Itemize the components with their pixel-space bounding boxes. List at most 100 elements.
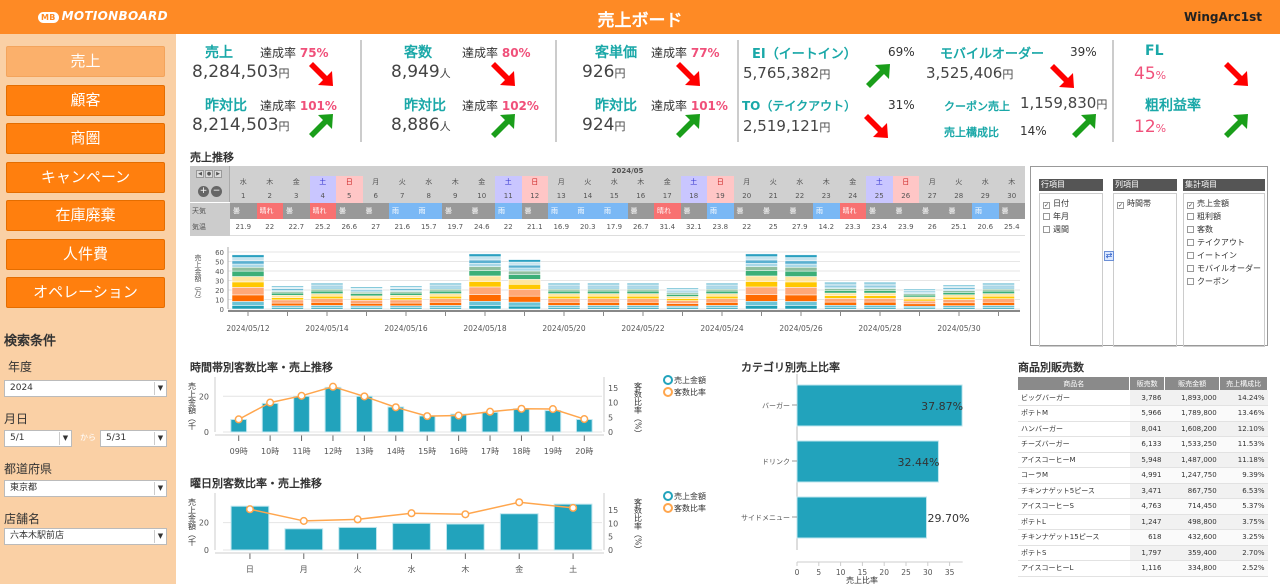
calendar-day[interactable]: 4 (309, 189, 336, 203)
zoom-in-icon[interactable]: + (198, 186, 209, 197)
pivot-item[interactable]: 粗利額 (1184, 210, 1264, 223)
calendar-day[interactable]: 22 (786, 189, 813, 203)
calendar-day[interactable]: 14 (574, 189, 601, 203)
pivot-item[interactable]: クーポン (1184, 275, 1264, 288)
calendar-temp: 22.7 (283, 219, 310, 236)
pivot-item[interactable]: テイクアウト (1184, 236, 1264, 249)
table-row[interactable]: コーラM 4,991 1,247,750 9.39% (1018, 467, 1268, 484)
table-row[interactable]: ポテトM 5,966 1,789,800 13.46% (1018, 405, 1268, 422)
calendar-day[interactable]: 25 (866, 189, 893, 203)
calendar-day[interactable]: 17 (654, 189, 681, 203)
calendar-day[interactable]: 21 (760, 189, 787, 203)
table-row[interactable]: ビッグバーガー 3,786 1,893,000 14.24% (1018, 390, 1268, 406)
column-header[interactable]: 商品名 (1018, 377, 1131, 390)
calendar-day[interactable]: 15 (601, 189, 628, 203)
calendar-day[interactable]: 16 (627, 189, 654, 203)
calendar-day[interactable]: 24 (839, 189, 866, 203)
pivot-item[interactable]: 週間 (1040, 223, 1102, 236)
next-icon[interactable]: ▶ (214, 170, 222, 178)
checkbox[interactable]: ✓ (1043, 202, 1050, 209)
table-row[interactable]: チーズバーガー 6,133 1,533,250 11.53% (1018, 436, 1268, 453)
calendar-day[interactable]: 2 (256, 189, 283, 203)
table-cell: 359,400 (1164, 545, 1220, 561)
calendar-day[interactable]: 3 (283, 189, 310, 203)
bar-segment (389, 285, 423, 288)
checkbox[interactable] (1187, 265, 1194, 272)
table-row[interactable]: アイスコーヒーS 4,763 714,450 5.37% (1018, 498, 1268, 515)
prefecture-select[interactable]: 東京都 ▼ (4, 480, 167, 497)
swap-icon[interactable]: ⇄ (1104, 251, 1114, 261)
legend-item[interactable]: 客数比率 (663, 387, 706, 397)
bar-segment (508, 305, 541, 310)
calendar-day[interactable]: 29 (972, 189, 999, 203)
checkbox[interactable] (1187, 278, 1194, 285)
calendar-day[interactable]: 20 (733, 189, 760, 203)
calendar-day[interactable]: 7 (389, 189, 416, 203)
calendar-day[interactable]: 10 (468, 189, 495, 203)
checkbox[interactable]: ✓ (1117, 202, 1124, 209)
nav-button-2[interactable]: 商圏 (6, 123, 165, 154)
pivot-item[interactable]: ✓ 売上金額 (1184, 197, 1264, 210)
nav-button-6[interactable]: オペレーション (6, 277, 165, 308)
table-row[interactable]: アイスコーヒーM 5,948 1,487,000 11.18% (1018, 452, 1268, 468)
nav-button-0[interactable]: 売上 (6, 46, 165, 77)
calendar-day[interactable]: 18 (680, 189, 707, 203)
calendar-day[interactable]: 19 (707, 189, 734, 203)
bar-segment (271, 292, 304, 296)
home-icon[interactable]: ● (205, 170, 213, 178)
legend-item[interactable]: 売上金額 (663, 375, 706, 385)
zoom-out-icon[interactable]: − (211, 186, 222, 197)
table-row[interactable]: ポテトL 1,247 498,800 3.75% (1018, 514, 1268, 530)
prev-icon[interactable]: ◀ (196, 170, 204, 178)
checkbox[interactable] (1043, 226, 1050, 233)
nav-button-1[interactable]: 顧客 (6, 84, 165, 116)
pivot-item[interactable]: モバイルオーダー (1184, 262, 1264, 275)
calendar-weekday: 木 (998, 176, 1025, 189)
table-row[interactable]: アイスコーヒーL 1,116 334,800 2.52% (1018, 560, 1268, 577)
pivot-item[interactable]: イートイン (1184, 249, 1264, 262)
checkbox[interactable] (1187, 252, 1194, 259)
checkbox[interactable] (1187, 213, 1194, 220)
legend-item[interactable]: 売上金額 (663, 491, 706, 501)
year-select[interactable]: 2024 ▼ (4, 380, 167, 397)
table-row[interactable]: チキンナゲット15ピース 618 432,600 3.25% (1018, 529, 1268, 546)
table-row[interactable]: ハンバーガー 8,041 1,608,200 12.10% (1018, 421, 1268, 437)
calendar-day[interactable]: 23 (813, 189, 840, 203)
date-to-select[interactable]: 5/31 ▼ (100, 430, 167, 447)
legend-item[interactable]: 客数比率 (663, 503, 706, 513)
column-header[interactable]: 販売金額 (1164, 377, 1221, 390)
checkbox[interactable] (1187, 239, 1194, 246)
calendar-day[interactable]: 26 (892, 189, 919, 203)
calendar-day[interactable]: 8 (415, 189, 442, 203)
pivot-item[interactable]: 客数 (1184, 223, 1264, 236)
nav-button-4[interactable]: 在庫廃棄 (6, 200, 165, 231)
nav-button-5[interactable]: 人件費 (6, 238, 165, 270)
nav-button-3[interactable]: キャンペーン (6, 161, 165, 193)
calendar-day[interactable]: 13 (548, 189, 575, 203)
table-row[interactable]: ポテトS 1,797 359,400 2.70% (1018, 545, 1268, 561)
pivot-item[interactable]: ✓ 日付 (1040, 197, 1102, 210)
calendar-day[interactable]: 27 (919, 189, 946, 203)
pivot-item[interactable]: ✓ 時間帯 (1114, 197, 1176, 210)
calendar-day[interactable]: 11 (495, 189, 522, 203)
calendar-day[interactable]: 28 (945, 189, 972, 203)
checkbox[interactable] (1043, 213, 1050, 220)
date-from-select[interactable]: 5/1 ▼ (4, 430, 72, 447)
table-row[interactable]: チキンナゲット5ピース 3,471 867,750 6.53% (1018, 483, 1268, 499)
calendar-day[interactable]: 9 (442, 189, 469, 203)
store-select[interactable]: 六本木駅前店 ▼ (4, 528, 167, 545)
checkbox[interactable]: ✓ (1187, 202, 1194, 209)
unit_price-label: 客単価 (595, 45, 637, 61)
gross-margin-value: 12% (1134, 117, 1166, 137)
column-header[interactable]: 販売数 (1129, 377, 1165, 390)
calendar-day[interactable]: 30 (998, 189, 1025, 203)
calendar-day[interactable]: 1 (230, 189, 257, 203)
calendar-day[interactable]: 5 (336, 189, 363, 203)
column-header[interactable]: 売上構成比 (1219, 377, 1268, 390)
bar-segment (745, 275, 778, 282)
table-cell: 4,991 (1129, 467, 1165, 484)
pivot-item[interactable]: 年月 (1040, 210, 1102, 223)
calendar-day[interactable]: 6 (362, 189, 389, 203)
checkbox[interactable] (1187, 226, 1194, 233)
calendar-day[interactable]: 12 (521, 189, 548, 203)
